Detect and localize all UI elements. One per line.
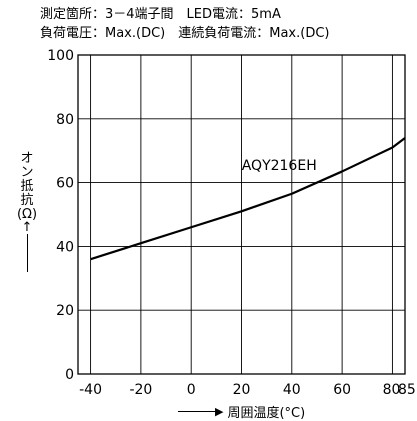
x-tick-label: 0 — [187, 382, 196, 398]
y-tick-label: 40 — [56, 239, 74, 255]
y-tick-label: 80 — [56, 112, 74, 128]
y-tick-label: 60 — [56, 176, 74, 192]
x-tick-label: 85 — [398, 382, 416, 398]
x-axis-arrow-line — [178, 411, 218, 412]
y-axis-label-char: 抵 — [20, 179, 34, 194]
y-tick-label: 20 — [56, 303, 74, 319]
y-axis-arrow-stem — [26, 234, 28, 272]
y-axis-label-text: オン抵抗 (Ω) — [14, 152, 40, 222]
x-axis-label: ▶ 周囲温度(°C) — [178, 402, 305, 421]
x-tick-label: -20 — [129, 382, 152, 398]
y-axis-label: オン抵抗 (Ω) ↑ — [14, 152, 40, 272]
y-axis-arrow-icon: ↑ — [21, 220, 33, 235]
series-line — [90, 137, 406, 261]
x-tick-label: 20 — [233, 382, 251, 398]
measurement-condition-line1: 測定箇所：3－4端子間 LED電流：5mA — [40, 7, 281, 22]
measurement-condition-line2: 負荷電圧：Max.(DC) 連続負荷電流：Max.(DC) — [40, 26, 330, 41]
x-tick-label: 60 — [333, 382, 351, 398]
x-tick-label: 40 — [283, 382, 301, 398]
x-tick-label: 80 — [383, 382, 401, 398]
x-tick-label: -40 — [79, 382, 102, 398]
y-tick-label: 100 — [47, 48, 74, 64]
x-axis-arrow-icon: ▶ — [215, 405, 224, 418]
y-axis-label-char: (Ω) — [16, 207, 38, 222]
series-label: AQY216EH — [242, 158, 317, 174]
y-axis-label-char: オ — [20, 151, 34, 166]
y-tick-label: 0 — [65, 367, 74, 383]
y-axis-label-char: ン — [20, 165, 34, 180]
y-axis-label-char: 抗 — [20, 193, 34, 208]
x-axis-label-text: 周囲温度(°C) — [227, 406, 306, 421]
